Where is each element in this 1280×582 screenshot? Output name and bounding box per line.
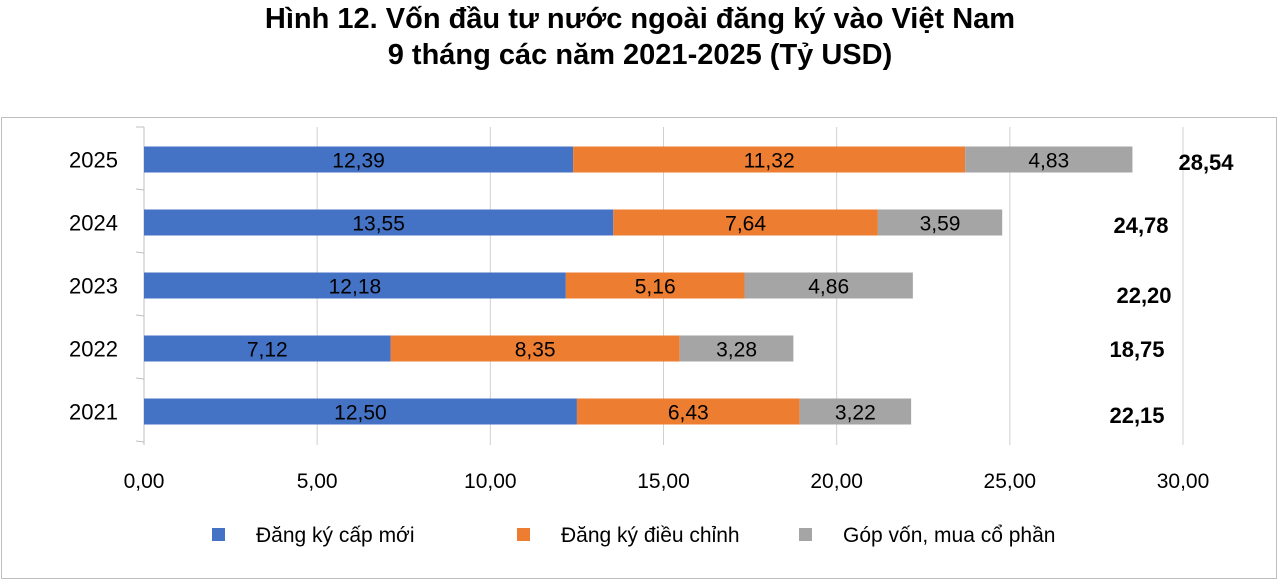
legend-label: Đăng ký cấp mới [256, 524, 415, 547]
bar-segment [613, 209, 878, 236]
x-tick-label: 15,00 [637, 470, 690, 493]
bar-segment [573, 146, 966, 173]
bar-segment [744, 272, 913, 299]
x-tick-label: 30,00 [1157, 470, 1210, 493]
bar-data-label: 3,59 [920, 213, 961, 236]
bar-segment [144, 209, 614, 236]
y-tick-mark [135, 377, 145, 380]
bar-data-label: 12,39 [332, 150, 385, 173]
y-category-label: 2025 [69, 148, 118, 173]
bar-data-label: 12,18 [329, 276, 382, 299]
bar-data-label: 11,32 [744, 150, 795, 173]
y-category-label: 2023 [69, 274, 118, 299]
y-category-label: 2022 [69, 337, 118, 362]
total-label: 28,54 [1178, 150, 1234, 175]
bar-segment [144, 398, 577, 425]
y-category-label: 2024 [69, 211, 118, 236]
bar-data-label: 8,35 [515, 339, 556, 362]
bar-segment [144, 272, 566, 299]
bar-data-label: 4,86 [808, 276, 849, 299]
legend-swatch [517, 528, 530, 541]
bar-segment [144, 335, 391, 362]
legend-label: Đăng ký điều chỉnh [561, 524, 740, 547]
bar-data-label: 4,83 [1028, 150, 1069, 173]
x-tick-label: 10,00 [464, 470, 517, 493]
bar-segment [576, 398, 800, 425]
bar-data-label: 3,28 [716, 339, 757, 362]
bar-data-label: 6,43 [668, 402, 709, 425]
bar-segment [390, 335, 680, 362]
bar-data-label: 7,12 [247, 339, 288, 362]
total-label: 22,20 [1116, 283, 1171, 308]
y-tick-mark [135, 314, 145, 317]
y-category-label: 2021 [69, 400, 118, 425]
bar-segment [565, 272, 745, 299]
legend-label: Góp vốn, mua cổ phần [843, 524, 1055, 547]
chart-title: Hình 12. Vốn đầu tư nước ngoài đăng ký v… [264, 3, 1016, 35]
chart-subtitle: 9 tháng các năm 2021-2025 (Tỷ USD) [387, 39, 893, 71]
legend-swatch [212, 528, 225, 541]
bar-segment [965, 146, 1133, 173]
chart-frame [1, 117, 1277, 579]
y-tick-mark [135, 440, 145, 443]
bar-data-label: 12,50 [334, 402, 387, 425]
legend-swatch [799, 528, 812, 541]
bar-segment [144, 146, 574, 173]
bar-data-label: 5,16 [635, 276, 676, 299]
x-tick-label: 0,00 [124, 470, 165, 493]
x-tick-label: 5,00 [297, 470, 338, 493]
x-tick-label: 20,00 [810, 470, 863, 493]
y-tick-mark [135, 188, 145, 191]
x-tick-label: 25,00 [984, 470, 1037, 493]
bar-segment [877, 209, 1003, 236]
bar-data-label: 3,22 [835, 402, 876, 425]
y-tick-mark [135, 251, 145, 254]
total-label: 18,75 [1109, 337, 1164, 362]
total-label: 24,78 [1113, 213, 1168, 238]
bar-data-label: 13,55 [352, 213, 405, 236]
bar-data-label: 7,64 [725, 213, 766, 236]
bar-segment [799, 398, 912, 425]
total-label: 22,15 [1109, 403, 1164, 428]
bar-segment [679, 335, 794, 362]
